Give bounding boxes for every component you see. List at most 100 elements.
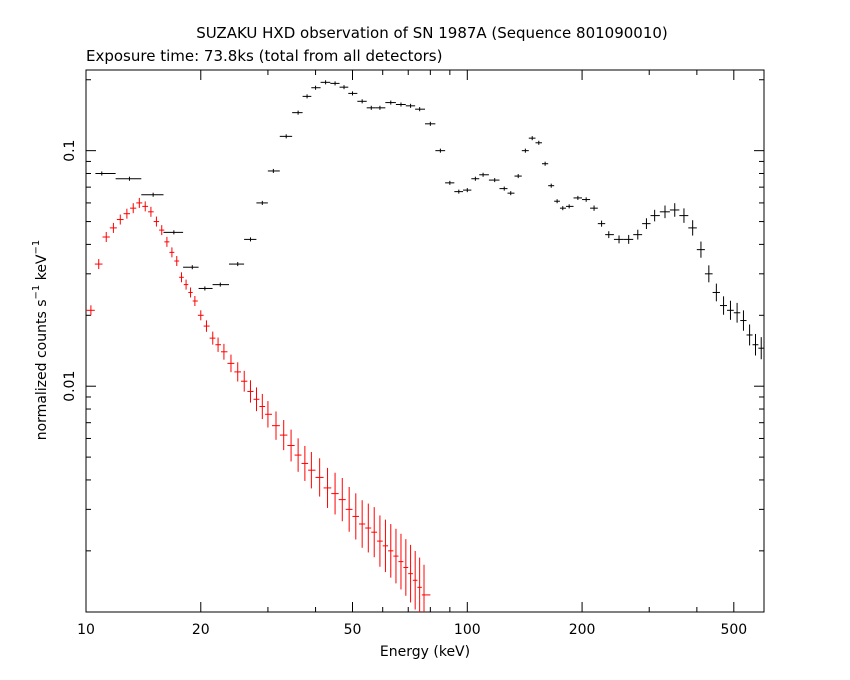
- data-point: [174, 256, 180, 267]
- data-point: [405, 103, 416, 108]
- x-tick-label: 50: [344, 622, 362, 638]
- data-point: [279, 420, 288, 451]
- data-point: [403, 539, 409, 596]
- data-point: [507, 191, 515, 196]
- data-point: [679, 208, 689, 223]
- data-point: [279, 134, 293, 139]
- plot-frame: [85, 69, 765, 613]
- data-point: [338, 477, 346, 522]
- chart-title: SUZAKU HXD observation of SN 1987A (Sequ…: [196, 24, 668, 42]
- x-tick-label: 20: [192, 622, 210, 638]
- y-axis-label: normalized counts s−1 keV−1: [31, 240, 50, 441]
- chart-subtitle: Exposure time: 73.8ks (total from all de…: [86, 47, 442, 65]
- data-point: [746, 324, 753, 346]
- data-point: [315, 458, 324, 497]
- data-point: [541, 161, 549, 166]
- data-point: [339, 85, 349, 90]
- data-point: [740, 310, 747, 331]
- data-point: [330, 81, 340, 86]
- data-point: [227, 354, 235, 373]
- data-point: [116, 214, 124, 225]
- y-axis-ticks: 0.01 0.1: [62, 79, 764, 552]
- data-point: [109, 222, 117, 233]
- data-point: [623, 234, 634, 244]
- data-point: [499, 186, 508, 191]
- data-point: [727, 300, 734, 320]
- data-point: [521, 148, 529, 153]
- y-tick-label: 0.1: [62, 140, 78, 162]
- data-point: [688, 220, 697, 236]
- data-point: [247, 380, 254, 403]
- y-axis-label-sup2: −1: [31, 240, 42, 255]
- data-point: [159, 225, 165, 236]
- data-point: [421, 564, 431, 612]
- data-point: [169, 247, 175, 258]
- data-point: [454, 189, 464, 194]
- data-point: [188, 287, 193, 298]
- data-point: [209, 331, 216, 345]
- x-tick-label: 10: [77, 622, 95, 638]
- data-point: [633, 229, 643, 240]
- data-point: [366, 105, 376, 110]
- data-point: [292, 110, 303, 115]
- data-point: [565, 204, 574, 209]
- data-point: [141, 192, 164, 197]
- data-point: [582, 197, 591, 202]
- data-point: [696, 241, 705, 258]
- data-point: [302, 94, 312, 99]
- data-point: [758, 337, 764, 360]
- data-point: [605, 231, 614, 239]
- data-point: [142, 201, 149, 212]
- data-point: [265, 401, 272, 428]
- data-point: [733, 302, 741, 323]
- data-point: [528, 136, 536, 141]
- data-point: [287, 429, 295, 462]
- data-point: [445, 180, 455, 185]
- data-point: [395, 102, 406, 107]
- data-point: [164, 236, 170, 247]
- data-point: [398, 533, 404, 590]
- data-point: [613, 235, 624, 244]
- data-point: [415, 107, 425, 112]
- data-point: [488, 178, 500, 183]
- data-point: [463, 188, 472, 193]
- data-point: [535, 140, 542, 145]
- data-point: [425, 121, 436, 126]
- x-tick-label: 500: [720, 622, 747, 638]
- data-point: [752, 333, 759, 356]
- data-point: [256, 200, 268, 205]
- data-point: [244, 237, 257, 242]
- data-point: [259, 393, 266, 420]
- data-point: [590, 205, 598, 211]
- data-point: [554, 199, 560, 204]
- data-point: [220, 343, 228, 360]
- data-point: [597, 220, 606, 227]
- data-point: [234, 362, 241, 382]
- data-point: [357, 99, 367, 104]
- data-point: [130, 203, 137, 214]
- series-2: [86, 197, 431, 612]
- data-point: [183, 265, 199, 270]
- data-point: [163, 230, 184, 235]
- data-point: [435, 148, 446, 153]
- data-point: [704, 265, 713, 283]
- data-point: [115, 176, 142, 181]
- data-point: [253, 387, 260, 412]
- data-point: [271, 411, 280, 440]
- data-point: [388, 524, 394, 578]
- data-point: [385, 100, 396, 105]
- data-point: [320, 80, 331, 85]
- data-point: [179, 272, 184, 283]
- data-point: [94, 259, 103, 270]
- data-point: [311, 85, 321, 90]
- x-axis-label: Energy (keV): [380, 644, 470, 660]
- data-point: [86, 305, 95, 316]
- plot-border: [85, 69, 765, 613]
- data-point: [229, 262, 245, 267]
- data-point: [548, 183, 555, 188]
- data-point: [192, 296, 198, 306]
- data-point: [382, 519, 389, 573]
- data-point: [371, 507, 378, 558]
- data-point: [136, 197, 143, 208]
- data-point: [408, 544, 413, 603]
